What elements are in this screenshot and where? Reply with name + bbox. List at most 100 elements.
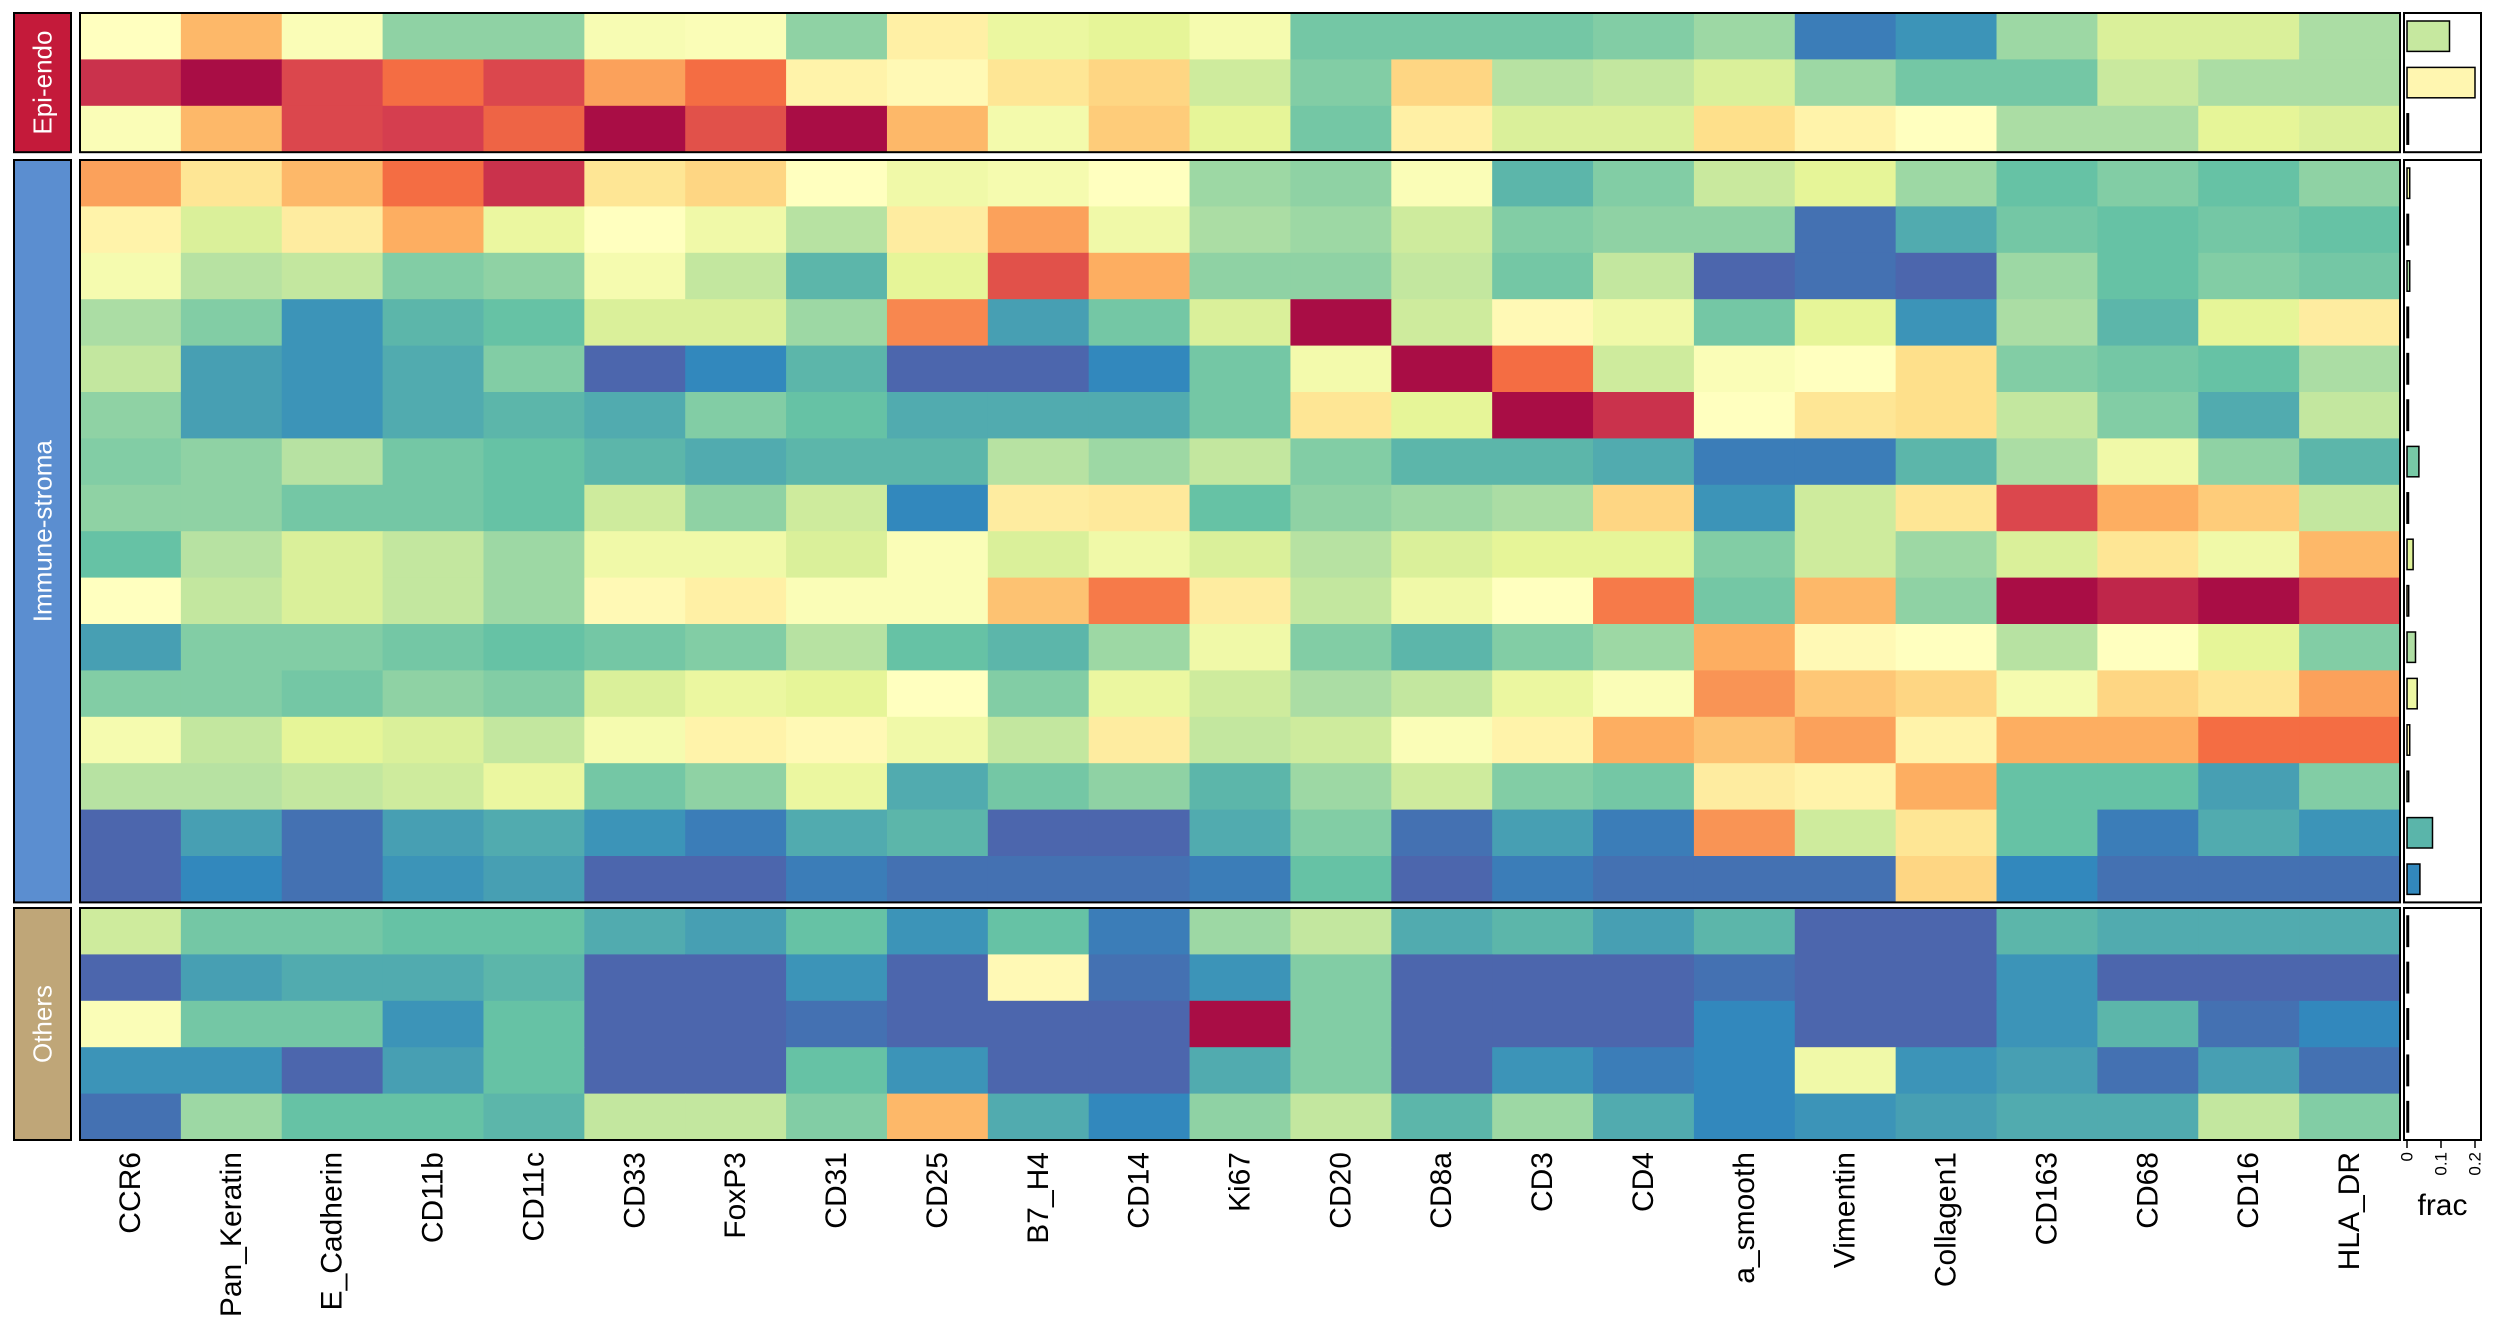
heatmap-cell: [886, 484, 989, 532]
heatmap-cell: [80, 531, 182, 579]
frac-bar: [2406, 724, 2411, 756]
heatmap-cell: [1794, 105, 1897, 153]
heatmap-cell: [2198, 438, 2300, 486]
heatmap-cell: [483, 624, 585, 671]
heatmap-cell: [80, 856, 182, 903]
heatmap-cell: [1492, 484, 1594, 532]
heatmap-cell: [1391, 716, 1493, 764]
column-label: CD20: [1324, 1152, 1357, 1229]
heatmap-cell: [1593, 13, 1695, 60]
heatmap-cell: [1492, 1047, 1594, 1095]
heatmap-cell: [987, 531, 1090, 579]
heatmap-cell: [1794, 716, 1897, 764]
heatmap-cell: [2198, 1000, 2300, 1048]
heatmap-cell: [1693, 763, 1796, 811]
frac-bar: [2406, 20, 2451, 53]
heatmap-cell: [1996, 105, 2098, 153]
heatmap-cell: [483, 299, 585, 347]
heatmap-cell: [1693, 160, 1796, 207]
heatmap-cell: [685, 392, 787, 439]
heatmap-cell: [1088, 954, 1191, 1002]
heatmap-cell: [1895, 624, 1998, 671]
heatmap-cell: [1189, 856, 1292, 903]
heatmap-cell: [1492, 856, 1594, 903]
heatmap-cell: [1593, 392, 1695, 439]
heatmap-cell: [2097, 1093, 2199, 1141]
column-label: a_smooth: [1728, 1152, 1761, 1284]
group-label-box: [13, 159, 72, 904]
heatmap-cell: [1189, 1047, 1292, 1095]
heatmap-cell: [1290, 670, 1392, 718]
heatmap-cell: [786, 624, 888, 671]
heatmap-cell: [2097, 484, 2199, 532]
heatmap-cell: [987, 59, 1090, 107]
heatmap-cell: [382, 438, 485, 486]
heatmap-cell: [180, 252, 283, 300]
heatmap-cell: [1593, 577, 1695, 625]
heatmap-cell: [483, 856, 585, 903]
heatmap-cell: [987, 1000, 1090, 1048]
heatmap-cell: [1895, 1047, 1998, 1095]
heatmap-cell: [1088, 206, 1191, 254]
heatmap-cell: [2299, 484, 2401, 532]
heatmap-cell: [1593, 345, 1695, 393]
heatmap-cell: [1189, 716, 1292, 764]
heatmap-cell: [1391, 577, 1493, 625]
heatmap-cell: [180, 299, 283, 347]
heatmap-cell: [483, 670, 585, 718]
heatmap-cell: [2097, 59, 2199, 107]
heatmap-cell: [2198, 716, 2300, 764]
frac-bar: [2406, 631, 2417, 664]
heatmap-cell: [1290, 160, 1392, 207]
heatmap-cell: [1895, 59, 1998, 107]
heatmap-cell: [987, 160, 1090, 207]
heatmap-cell: [382, 1000, 485, 1048]
heatmap-cell: [281, 577, 384, 625]
heatmap-cell: [1391, 160, 1493, 207]
heatmap-cell: [1189, 252, 1292, 300]
heatmap-cell: [1189, 531, 1292, 579]
column-label: CD68: [2131, 1152, 2164, 1229]
heatmap-cell: [685, 1000, 787, 1048]
heatmap-cell: [1290, 809, 1392, 857]
column-label: FoxP3: [719, 1152, 752, 1239]
heatmap-cell: [2198, 345, 2300, 393]
heatmap-cell: [2198, 252, 2300, 300]
heatmap-cell: [2299, 252, 2401, 300]
heatmap-cell: [685, 252, 787, 300]
heatmap-cell: [1391, 908, 1493, 955]
heatmap-cell: [1290, 392, 1392, 439]
heatmap-cell: [886, 716, 989, 764]
heatmap-cell: [483, 809, 585, 857]
heatmap-cell: [2299, 392, 2401, 439]
column-label: CD14: [1123, 1152, 1156, 1229]
heatmap-cell: [281, 438, 384, 486]
heatmap-cell: [1895, 716, 1998, 764]
heatmap-cell: [1895, 345, 1998, 393]
frac-bar: [2406, 584, 2410, 617]
heatmap-cell: [80, 484, 182, 532]
heatmap-cell: [2097, 908, 2199, 955]
heatmap-cell: [1593, 484, 1695, 532]
heatmap-cell: [1290, 105, 1392, 153]
heatmap-cell: [382, 13, 485, 60]
heatmap-cell: [1593, 856, 1695, 903]
heatmap-cell: [987, 484, 1090, 532]
heatmap-cell: [1593, 1000, 1695, 1048]
group-label-box: [13, 12, 72, 154]
heatmap-cell: [80, 763, 182, 811]
heatmap-cell: [685, 763, 787, 811]
heatmap-cell: [1593, 105, 1695, 153]
heatmap-cell: [1794, 252, 1897, 300]
heatmap-cell: [2198, 299, 2300, 347]
heatmap-cell: [2198, 908, 2300, 955]
heatmap-cell: [584, 624, 686, 671]
heatmap-cell: [281, 252, 384, 300]
heatmap-cell: [2097, 438, 2199, 486]
heatmap-cell: [382, 59, 485, 107]
heatmap-cell: [382, 252, 485, 300]
heatmap-cell: [886, 670, 989, 718]
heatmap-cell: [987, 809, 1090, 857]
heatmap-cell: [1088, 13, 1191, 60]
heatmap-cell: [886, 531, 989, 579]
